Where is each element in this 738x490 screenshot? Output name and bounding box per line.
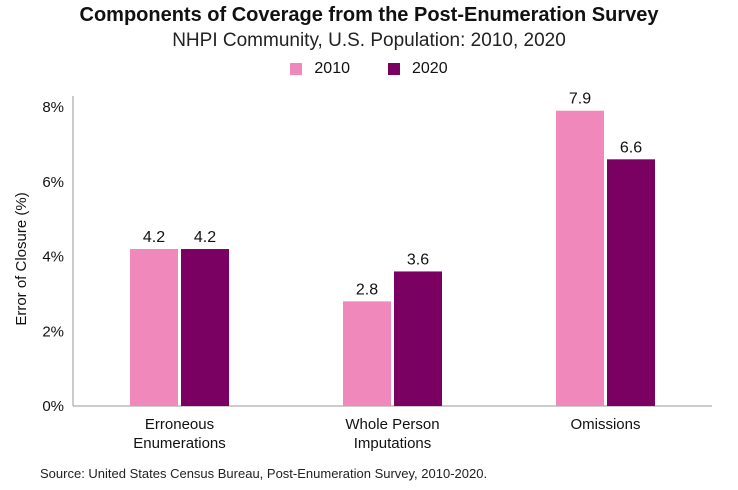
bar-2020	[181, 249, 229, 406]
data-label-2010: 2.8	[356, 281, 378, 298]
chart-subtitle: NHPI Community, U.S. Population: 2010, 2…	[172, 30, 566, 51]
legend: 2010 2020	[0, 60, 738, 78]
chart-title: Components of Coverage from the Post-Enu…	[79, 4, 659, 26]
bar-2010	[556, 110, 604, 407]
x-tick-label: Whole Person	[345, 416, 439, 433]
x-tick-label: Imputations	[354, 435, 432, 452]
y-tick-label: 8%	[42, 99, 64, 116]
legend-label-2010: 2010	[314, 60, 350, 77]
source-note: Source: United States Census Bureau, Pos…	[40, 466, 488, 481]
data-label-2010: 4.2	[143, 229, 165, 246]
y-tick-label: 4%	[42, 249, 64, 266]
data-label-2020: 6.6	[620, 139, 642, 156]
data-label-2020: 4.2	[194, 229, 216, 246]
bar-2010	[343, 301, 391, 406]
x-tick-label: Erroneous	[145, 416, 214, 433]
legend-label-2020: 2020	[412, 60, 448, 77]
bar-2010	[130, 249, 178, 406]
y-tick-label: 2%	[42, 323, 64, 340]
y-tick-label: 6%	[42, 174, 64, 191]
data-label-2010: 7.9	[569, 91, 591, 108]
bar-2020	[607, 159, 655, 406]
legend-item-2020: 2020	[388, 60, 448, 78]
legend-swatch-2020	[388, 63, 400, 75]
bar-2020	[394, 271, 442, 406]
data-label-2020: 3.6	[407, 251, 429, 268]
legend-item-2010: 2010	[290, 60, 350, 78]
legend-swatch-2010	[290, 63, 303, 75]
y-axis-label: Error of Closure (%)	[13, 192, 30, 325]
x-tick-label: Omissions	[570, 416, 640, 433]
x-tick-label: Enumerations	[133, 435, 226, 452]
y-tick-label: 0%	[42, 398, 64, 415]
